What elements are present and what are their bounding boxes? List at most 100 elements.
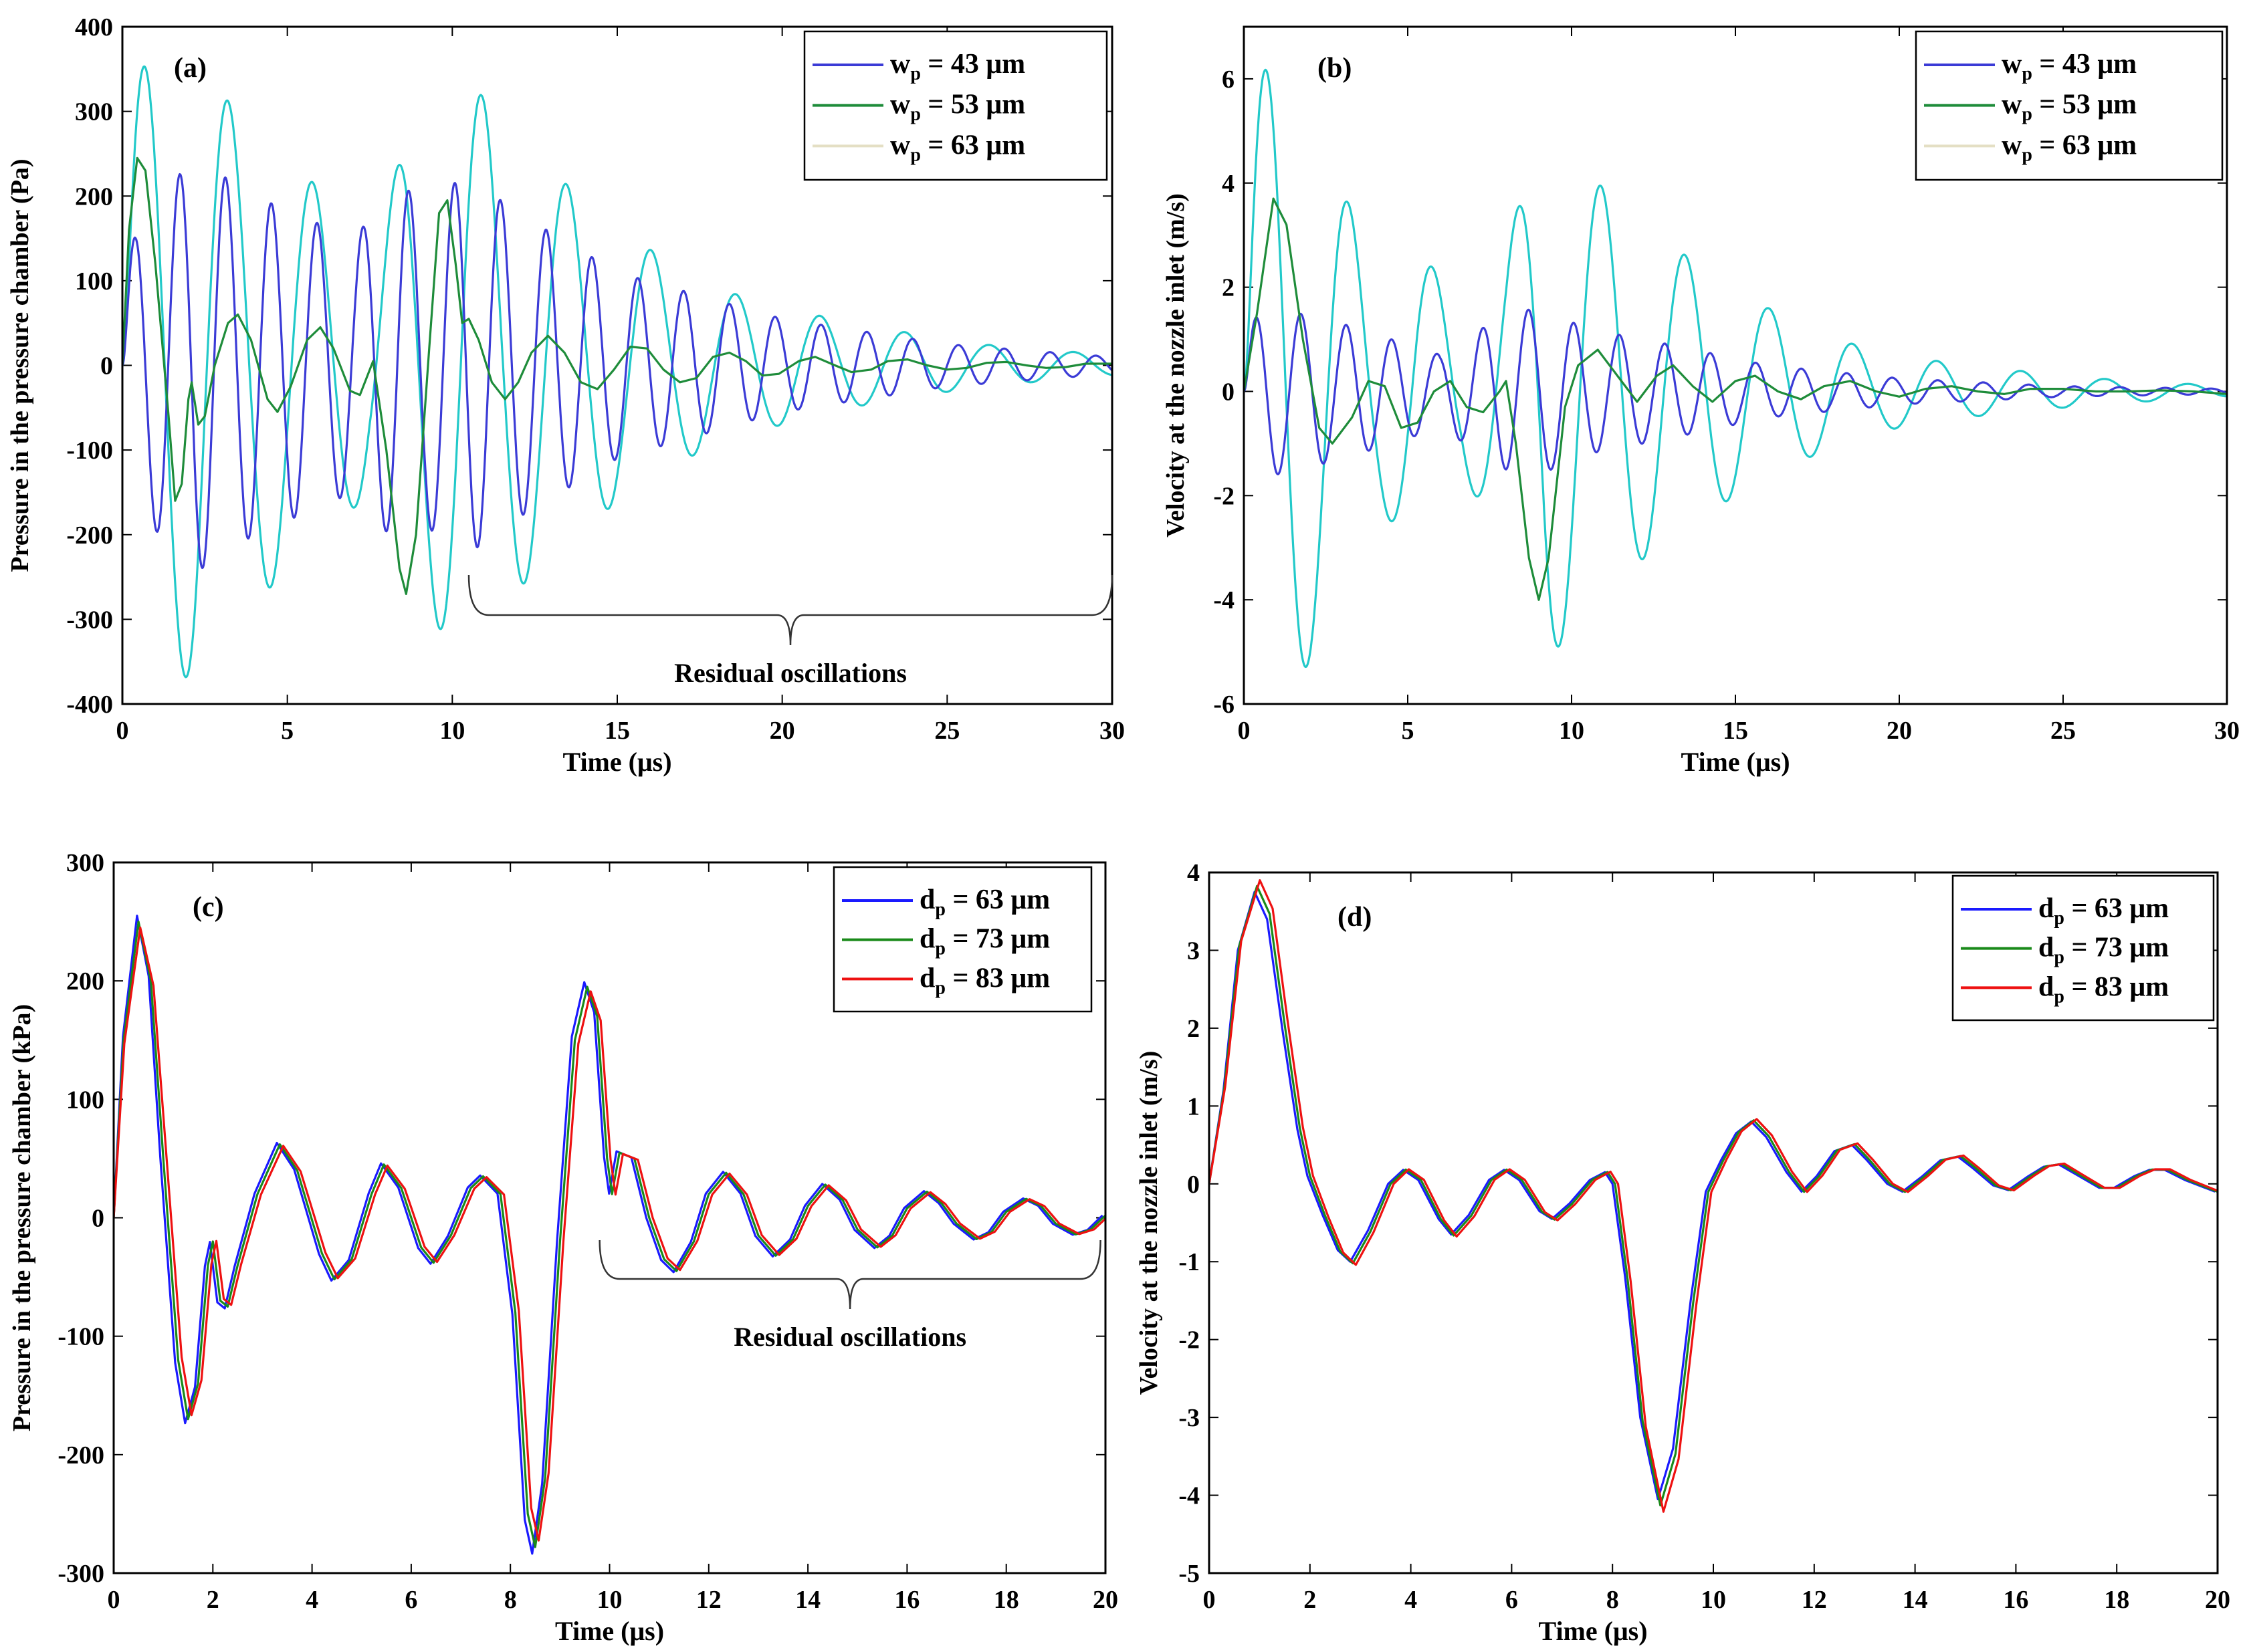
- x-tick-label: 10: [1701, 1586, 1726, 1614]
- legend-entry: dp = 73 μm: [2038, 933, 2169, 968]
- annotation-brace: [467, 574, 1113, 646]
- x-tick-label: 18: [2104, 1586, 2129, 1614]
- y-axis-label: Pressure in the pressure chamber (kPa): [8, 1004, 36, 1431]
- series-line-1: [1244, 308, 2227, 475]
- y-tick-label: -200: [66, 521, 113, 550]
- y-tick-label: 4: [1222, 170, 1235, 198]
- y-tick-label: 100: [66, 1086, 104, 1114]
- x-tick-label: 5: [1402, 717, 1414, 745]
- y-axis-label: Pressure in the pressure chamber (Pa): [6, 158, 34, 572]
- legend: wp = 43 μm wp = 53 μm wp = 63 μm: [803, 30, 1108, 181]
- y-tick-label: -2: [1213, 482, 1235, 510]
- y-tick-label: -2: [1178, 1326, 1200, 1354]
- y-tick-label: 300: [66, 849, 104, 877]
- y-tick-label: -200: [58, 1441, 104, 1469]
- chart-panel-a: 0 5 10 15 20 25 30 -400 -300 -200 -100 0 100 200 300 40…: [6, 13, 1125, 777]
- y-tick-label: 0: [100, 352, 113, 380]
- y-tick-label: 400: [75, 13, 113, 41]
- y-axis-label: Velocity at the nozzle inlet (m/s): [1162, 193, 1190, 538]
- x-tick-label: 16: [894, 1586, 920, 1614]
- x-tick-label: 25: [2050, 717, 2076, 745]
- series-line-2: [114, 921, 1105, 1548]
- x-tick-label: 20: [770, 717, 795, 745]
- x-tick-label: 4: [306, 1586, 318, 1614]
- panel-label: (d): [1338, 902, 1372, 933]
- y-tick-label: 100: [75, 267, 113, 296]
- chart-panel-c: 0 2 4 6 8 10 12 14 16 18 20 -300 -200 -100 0 100 200 300 T…: [8, 849, 1118, 1646]
- x-tick-label: 10: [1559, 717, 1584, 745]
- x-tick-label: 18: [994, 1586, 1019, 1614]
- y-tick-label: 6: [1222, 66, 1235, 94]
- chart-panel-b: 0 5 10 15 20 25 30 -6 -4 -2 0 2 4 6 Time (μs) Velocity …: [1162, 25, 2240, 777]
- plot-area: [122, 65, 1112, 679]
- x-tick-label: 10: [597, 1586, 623, 1614]
- legend-entry: wp = 53 μm: [2002, 90, 2137, 125]
- panel-label: (b): [1317, 53, 1352, 84]
- y-tick-label: -4: [1213, 586, 1235, 614]
- x-tick-label: 15: [1723, 717, 1748, 745]
- panel-label: (a): [174, 53, 207, 84]
- annotation-brace: [599, 1240, 1101, 1310]
- legend-entry: dp = 63 μm: [2038, 893, 2169, 929]
- x-tick-label: 16: [2003, 1586, 2028, 1614]
- x-axis-label: Time (μs): [562, 747, 671, 777]
- annotation-label: Residual oscillations: [674, 658, 907, 688]
- y-axis-label: Velocity at the nozzle inlet (m/s): [1135, 1051, 1163, 1395]
- x-tick-label: 0: [116, 717, 129, 745]
- y-tick-label: -300: [66, 606, 113, 634]
- annotation-label: Residual oscillations: [734, 1322, 966, 1352]
- x-tick-label: 20: [1887, 717, 1912, 745]
- plot-frame: [112, 861, 1107, 1574]
- x-axis-label: Time (μs): [1538, 1616, 1647, 1646]
- series-line-cyan: [122, 65, 1112, 679]
- plot-area: [1209, 879, 2218, 1513]
- plot-frame: [1208, 871, 2219, 1574]
- plot-frame: [121, 25, 1113, 705]
- x-tick-label: 20: [2205, 1586, 2230, 1614]
- x-tick-label: 6: [405, 1586, 417, 1614]
- y-tick-label: 300: [75, 98, 113, 126]
- x-tick-label: 8: [504, 1586, 517, 1614]
- series-line-3: [1209, 879, 2218, 1513]
- y-tick-label: -3: [1178, 1404, 1200, 1432]
- x-tick-label: 14: [795, 1586, 821, 1614]
- legend: wp = 43 μm wp = 53 μm wp = 63 μm: [1915, 30, 2224, 181]
- x-tick-label: 25: [934, 717, 960, 745]
- panel-label: (c): [193, 892, 224, 923]
- x-tick-label: 14: [1903, 1586, 1928, 1614]
- x-axis-label: Time (μs): [555, 1616, 664, 1646]
- legend-entry: wp = 53 μm: [890, 90, 1025, 125]
- legend-entry: wp = 63 μm: [2002, 130, 2137, 165]
- legend-entry: dp = 73 μm: [920, 924, 1050, 959]
- x-tick-label: 4: [1404, 1586, 1417, 1614]
- y-tick-label: -300: [58, 1560, 104, 1588]
- y-tick-label: -1: [1178, 1248, 1200, 1276]
- series-line-2: [1244, 197, 2227, 601]
- plot-area: [1244, 68, 2227, 669]
- legend-entry: wp = 43 μm: [2002, 49, 2137, 84]
- legend-entry: wp = 43 μm: [890, 49, 1025, 84]
- series-line-2: [122, 156, 1112, 595]
- y-tick-label: 1: [1187, 1092, 1200, 1120]
- x-tick-label: 0: [1203, 1586, 1216, 1614]
- y-tick-label: 0: [92, 1205, 104, 1233]
- plot-frame: [1243, 25, 2228, 705]
- x-tick-label: 30: [2214, 717, 2240, 745]
- series-line-3: [114, 926, 1105, 1542]
- series-line-1: [114, 915, 1103, 1555]
- series-line-1: [122, 173, 1112, 569]
- x-tick-label: 12: [1802, 1586, 1827, 1614]
- legend-entry: wp = 63 μm: [890, 130, 1025, 165]
- x-tick-label: 20: [1093, 1586, 1118, 1614]
- y-tick-label: 200: [75, 183, 113, 211]
- x-tick-label: 6: [1505, 1586, 1518, 1614]
- x-tick-label: 12: [696, 1586, 722, 1614]
- x-tick-label: 30: [1099, 717, 1125, 745]
- y-tick-label: 0: [1222, 378, 1235, 406]
- y-tick-label: -5: [1178, 1560, 1200, 1588]
- x-tick-label: 8: [1606, 1586, 1619, 1614]
- y-tick-label: -6: [1213, 691, 1235, 719]
